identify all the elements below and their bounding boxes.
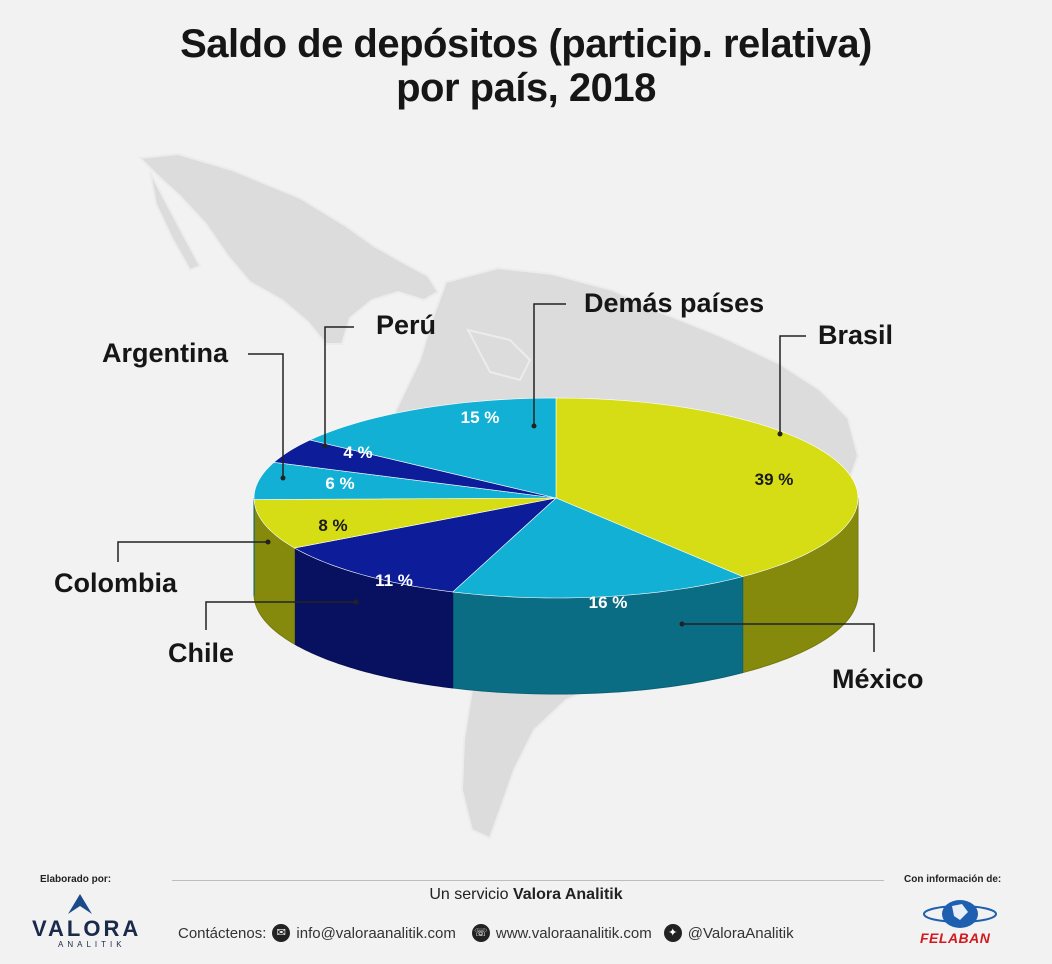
- twitter-icon: ✦: [663, 924, 682, 942]
- pie-slice-méxico: [452, 497, 744, 599]
- contact-label: Contáctenos:: [178, 924, 267, 942]
- pie-slice-argentina: [253, 461, 557, 500]
- pie-slice-chile: [293, 497, 557, 593]
- whatsapp-icon: ☏: [471, 924, 490, 942]
- pie-slice-brasil: [555, 397, 859, 577]
- pie-slice-demás-países: [309, 397, 557, 499]
- valora-logo: VALORA: [32, 916, 142, 941]
- email-icon: ✉: [272, 924, 291, 942]
- pie-sides: [253, 497, 859, 695]
- service-line: Un servicio Valora Analitik: [0, 886, 1052, 904]
- pie-category-label-demás-países: Demás países: [584, 288, 764, 318]
- pie-category-label-perú: Perú: [376, 310, 436, 340]
- chart-title-line-2: por país, 2018: [396, 66, 656, 110]
- leader-line-argentina: [248, 353, 284, 478]
- leader-dot-perú: [322, 443, 328, 449]
- pie-category-label-méxico: México: [832, 664, 924, 694]
- leader-dot-brasil: [777, 431, 783, 437]
- leader-line-brasil: [779, 335, 806, 434]
- pie-value-label-brasil: 39 %: [755, 470, 794, 489]
- leader-line-demás-países: [533, 303, 566, 426]
- leader-line-méxico: [682, 623, 875, 652]
- pie-category-label-chile: Chile: [168, 638, 234, 668]
- valora-logo-sub: ANALITIK: [58, 940, 126, 949]
- leader-line-perú: [324, 326, 354, 446]
- footer-divider: [172, 880, 884, 881]
- pie-slice-colombia: [253, 497, 557, 549]
- leader-line-colombia: [117, 541, 268, 562]
- pie-value-label-colombia: 8 %: [318, 516, 347, 535]
- pie-category-label-argentina: Argentina: [102, 338, 229, 368]
- chart-title-line-1: Saldo de depósitos (particip. relativa): [180, 22, 872, 66]
- leader-dot-colombia: [265, 539, 271, 545]
- pie-value-label-chile: 11 %: [375, 571, 413, 590]
- info-from-label: Con información de:: [904, 874, 1002, 885]
- pie-value-label-demás-países: 15 %: [461, 408, 500, 427]
- contact-website[interactable]: www.valoraanalitik.com: [495, 924, 652, 942]
- service-prefix: Un servicio: [429, 886, 513, 903]
- pie-category-label-brasil: Brasil: [818, 320, 893, 350]
- valora-logo-mark-icon: [68, 894, 92, 914]
- leader-dot-argentina: [280, 475, 286, 481]
- leader-line-chile: [205, 601, 356, 630]
- pie-labels: 39 % Brasil 16 % México 11 % Chile 8 % Colombia…: [54, 288, 924, 694]
- pie-value-label-argentina: 6 %: [325, 474, 354, 493]
- pie-chart: 39 % Brasil 16 % México 11 % Chile 8 % Colombia…: [54, 152, 924, 840]
- pie-value-label-perú: 4 %: [343, 443, 372, 462]
- contact-email[interactable]: info@valoraanalitik.com: [296, 924, 456, 942]
- contact-twitter[interactable]: @ValoraAnalitik: [687, 924, 794, 942]
- contact-row: Contáctenos: ✉ info@valoraanalitik.com ☏…: [178, 924, 794, 942]
- chart-title: Saldo de depósitos (particip. relativa) …: [0, 22, 1052, 110]
- service-brand: Valora Analitik: [512, 886, 623, 903]
- pie-top: [253, 397, 859, 599]
- made-by-label: Elaborado por:: [40, 874, 112, 885]
- pie-value-label-méxico: 16 %: [589, 593, 628, 612]
- felaban-logo: FELABAN: [920, 930, 991, 946]
- leader-dot-demás-países: [531, 423, 537, 429]
- leader-dot-chile: [353, 599, 359, 605]
- pie-slice-perú: [273, 439, 557, 499]
- leader-dot-méxico: [679, 621, 685, 627]
- felaban-globe-icon: [923, 900, 997, 928]
- pie-leader-lines: [117, 303, 875, 652]
- pie-category-label-colombia: Colombia: [54, 568, 178, 598]
